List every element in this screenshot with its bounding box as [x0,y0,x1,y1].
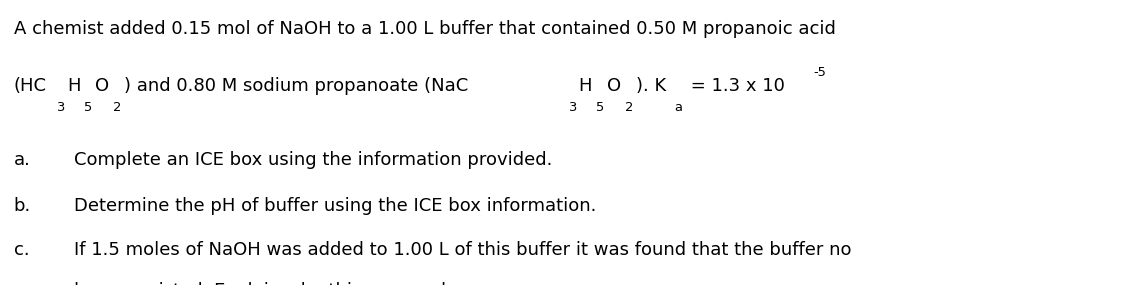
Text: A chemist added 0.15 mol of NaOH to a 1.00 L buffer that contained 0.50 M propan: A chemist added 0.15 mol of NaOH to a 1.… [14,20,835,38]
Text: 2: 2 [625,101,633,114]
Text: If 1.5 moles of NaOH was added to 1.00 L of this buffer it was found that the bu: If 1.5 moles of NaOH was added to 1.00 L… [74,241,851,259]
Text: H: H [67,77,81,95]
Text: ) and 0.80 M sodium propanoate (NaC: ) and 0.80 M sodium propanoate (NaC [124,77,468,95]
Text: a.: a. [14,151,31,169]
Text: ). K: ). K [635,77,666,95]
Text: 3: 3 [568,101,576,114]
Text: (HC: (HC [14,77,47,95]
Text: 3: 3 [56,101,65,114]
Text: Determine the pH of buffer using the ICE box information.: Determine the pH of buffer using the ICE… [74,197,596,215]
Text: 5: 5 [84,101,92,114]
Text: H: H [578,77,592,95]
Text: 5: 5 [596,101,604,114]
Text: Complete an ICE box using the information provided.: Complete an ICE box using the informatio… [74,151,552,169]
Text: c.: c. [14,241,30,259]
Text: longer existed. Explain why this occurred.: longer existed. Explain why this occurre… [74,282,452,285]
Text: O: O [95,77,109,95]
Text: -5: -5 [813,66,827,79]
Text: a: a [675,101,683,114]
Text: = 1.3 x 10: = 1.3 x 10 [685,77,785,95]
Text: 2: 2 [114,101,122,114]
Text: O: O [607,77,620,95]
Text: b.: b. [14,197,31,215]
